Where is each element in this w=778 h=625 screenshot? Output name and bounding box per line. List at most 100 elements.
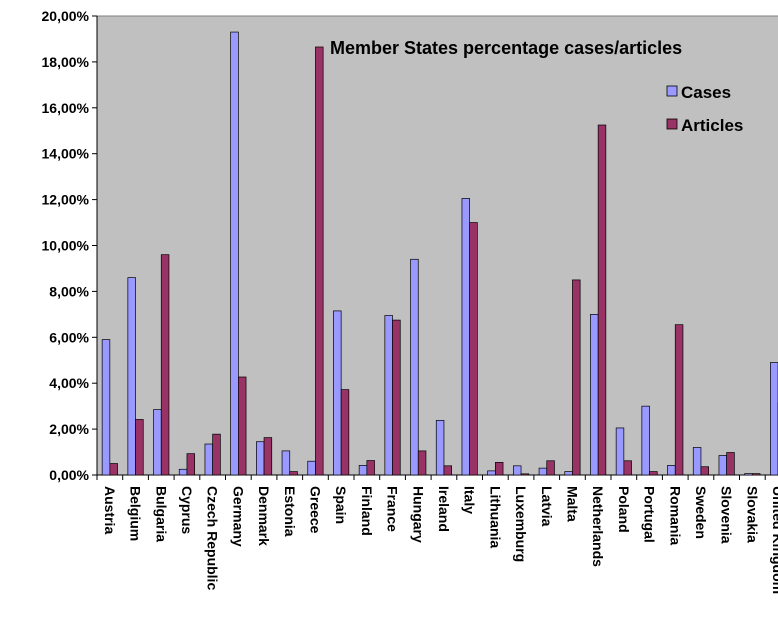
bar-cases-poland	[615, 427, 625, 476]
bar-cases-latvia	[538, 467, 548, 476]
y-tick-label: 16,00%	[42, 100, 90, 116]
x-tick-label: Poland	[616, 486, 632, 533]
bar-cases-denmark	[256, 441, 265, 476]
x-tick-label: Portugal	[642, 486, 658, 543]
legend-label-cases: Cases	[681, 83, 731, 102]
bar-cases-spain	[333, 310, 342, 476]
bar-cases-france	[384, 315, 393, 476]
x-tick-label: Spain	[333, 486, 349, 524]
bar-articles-luxemburg	[520, 473, 530, 476]
x-tick-label: Ireland	[436, 486, 452, 532]
y-tick-label: 20,00%	[42, 8, 90, 24]
bar-cases-malta	[564, 471, 573, 476]
bar-articles-sweden	[700, 466, 710, 476]
x-tick-label: United Kingdom	[770, 486, 778, 594]
legend-label-articles: Articles	[681, 116, 743, 135]
bar-articles-hungary	[417, 450, 427, 476]
bar-articles-italy	[469, 222, 478, 476]
bar-cases-belgium	[127, 277, 136, 476]
x-tick-label: Cyprus	[179, 486, 195, 534]
y-tick-label: 2,00%	[49, 421, 89, 437]
x-tick-label: Italy	[462, 486, 478, 514]
x-tick-label: Estonia	[282, 486, 298, 537]
bars	[101, 31, 778, 476]
x-tick-label: Lithuania	[487, 486, 503, 548]
x-tick-label: Hungary	[410, 486, 426, 543]
x-tick-label: Luxemburg	[513, 486, 529, 562]
x-tick-label: Bulgaria	[153, 486, 169, 542]
x-tick-label: Sweden	[693, 486, 709, 539]
bar-cases-estonia	[281, 450, 291, 476]
plot-area	[96, 15, 778, 476]
chart-title: Member States percentage cases/articles	[330, 38, 682, 58]
bar-articles-belgium	[135, 419, 144, 476]
bar-cases-greece	[307, 460, 316, 476]
bar-cases-netherlands	[590, 314, 599, 476]
x-tick-label: Germany	[230, 486, 246, 547]
bar-articles-portugal	[649, 471, 658, 476]
x-ticks: Austria Belgium Bulgaria Cyprus Czech Republ…	[96, 475, 778, 594]
bar-cases-romania	[667, 465, 676, 476]
bar-articles-lithuania	[495, 462, 504, 476]
bar-articles-malta	[572, 279, 581, 476]
bar-cases-hungary	[410, 258, 419, 476]
x-tick-label: Greece	[307, 486, 323, 534]
x-tick-label: Czech Republic	[205, 486, 221, 590]
bar-articles-spain	[340, 389, 350, 476]
x-tick-label: Belgium	[128, 486, 144, 541]
x-tick-label: Denmark	[256, 486, 272, 546]
bar-articles-greece	[315, 46, 324, 476]
x-tick-label: Malta	[564, 486, 580, 522]
x-tick-label: Slovenia	[719, 486, 735, 544]
y-tick-label: 10,00%	[42, 238, 90, 254]
bar-cases-united-kingdom	[769, 362, 778, 476]
legend: Cases Articles	[666, 83, 743, 135]
bar-articles-bulgaria	[160, 254, 170, 476]
y-tick-label: 4,00%	[49, 375, 89, 391]
bar-cases-czech-republic	[204, 443, 213, 476]
bar-cases-slovakia	[744, 473, 753, 476]
bar-articles-netherlands	[597, 124, 607, 476]
y-tick-label: 14,00%	[42, 146, 90, 162]
bar-cases-ireland	[435, 420, 445, 476]
bar-cases-cyprus	[178, 468, 188, 476]
x-tick-label: Austria	[102, 486, 118, 534]
legend-swatch-cases	[666, 85, 678, 97]
bar-articles-denmark	[263, 437, 273, 476]
bar-articles-latvia	[546, 460, 555, 476]
bar-articles-cyprus	[186, 453, 195, 476]
legend-swatch-articles	[666, 118, 678, 130]
bar-cases-slovenia	[718, 455, 728, 476]
bar-articles-austria	[109, 463, 118, 476]
x-tick-label: Netherlands	[590, 486, 606, 567]
y-ticks: 0,00% 2,00% 4,00% 6,00% 8,00% 10,00% 12,00% 14,…	[42, 8, 97, 483]
x-tick-label: France	[385, 486, 401, 532]
x-tick-label: Finland	[359, 486, 375, 536]
bar-articles-czech-republic	[212, 433, 221, 476]
bar-articles-ireland	[443, 465, 453, 476]
bar-articles-finland	[366, 460, 375, 476]
bar-cases-lithuania	[487, 470, 496, 476]
y-tick-label: 6,00%	[49, 329, 89, 345]
bar-articles-poland	[623, 460, 632, 476]
bar-cases-austria	[101, 339, 111, 476]
bar-cases-sweden	[692, 447, 702, 476]
bar-articles-germany	[238, 376, 247, 476]
bar-articles-romania	[674, 324, 684, 476]
y-tick-label: 12,00%	[42, 192, 90, 208]
bar-articles-estonia	[289, 471, 298, 476]
x-tick-label: Romania	[667, 486, 683, 545]
bar-cases-germany	[230, 31, 239, 476]
bar-articles-france	[392, 319, 401, 476]
y-tick-label: 18,00%	[42, 54, 90, 70]
bar-cases-luxemburg	[512, 465, 522, 476]
y-tick-label: 8,00%	[49, 283, 89, 299]
bar-articles-slovenia	[726, 452, 735, 476]
bar-cases-bulgaria	[153, 409, 162, 476]
x-tick-label: Latvia	[539, 486, 555, 527]
bar-cases-finland	[358, 465, 368, 476]
x-tick-label: Slovakia	[744, 486, 760, 543]
y-tick-label: 0,00%	[49, 467, 89, 483]
